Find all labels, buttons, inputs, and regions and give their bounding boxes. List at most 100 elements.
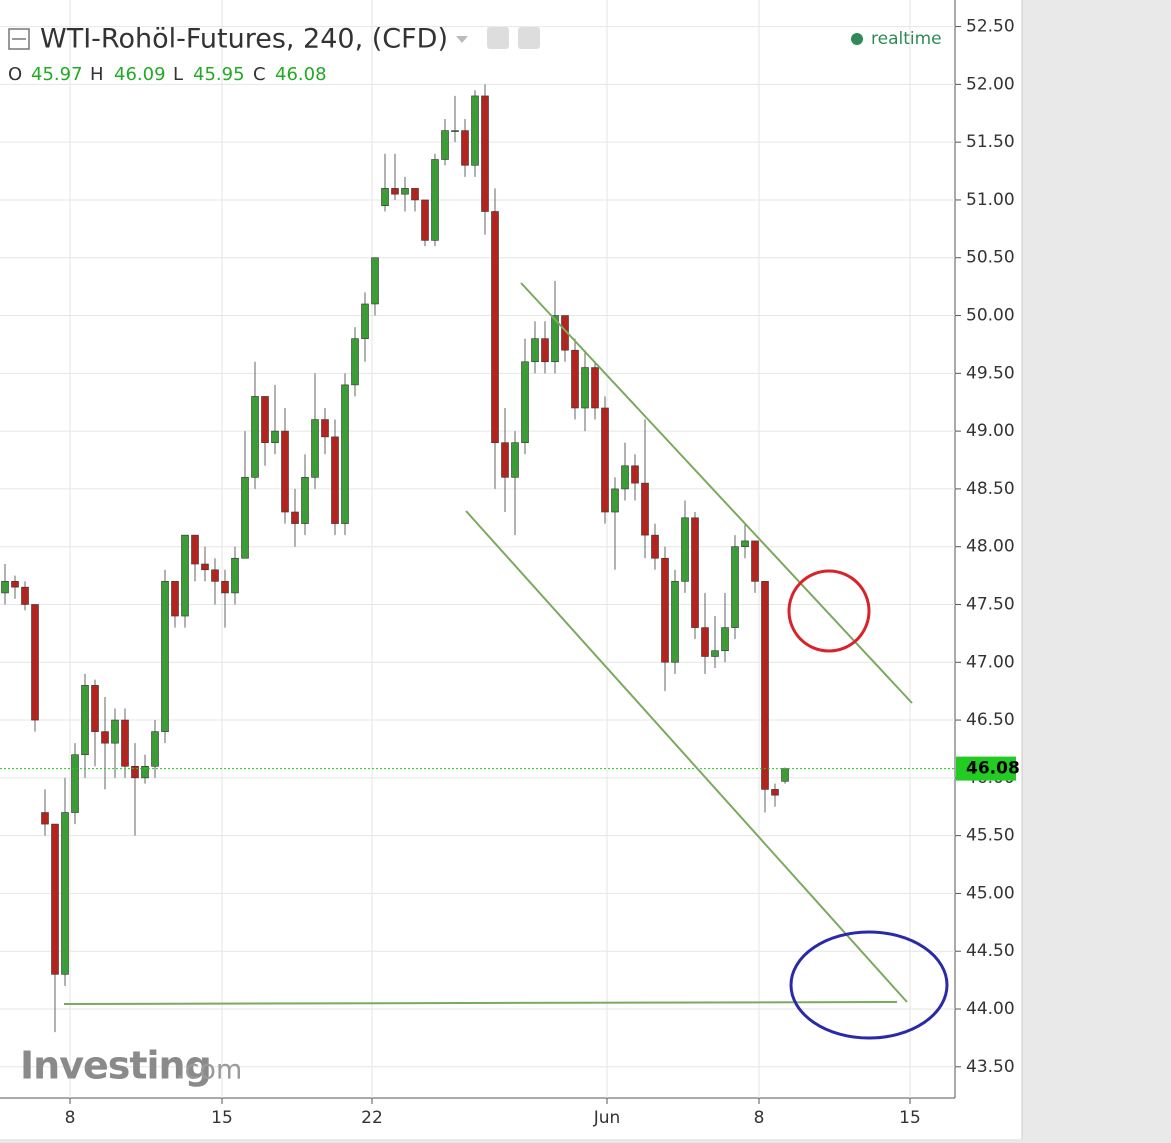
candle-body bbox=[631, 465, 639, 484]
candle-body bbox=[241, 477, 249, 559]
ohlc-value: 45.97 bbox=[31, 64, 83, 85]
candle-body bbox=[31, 604, 39, 721]
y-tick-label: 46.50 bbox=[966, 710, 1015, 730]
y-tick-label: 45.00 bbox=[966, 883, 1015, 903]
candle-body bbox=[51, 823, 59, 975]
y-tick-label: 52.00 bbox=[966, 74, 1015, 94]
x-tick-label: 8 bbox=[754, 1108, 765, 1128]
candle-body bbox=[311, 419, 319, 478]
candle-body bbox=[111, 719, 119, 744]
candle-body bbox=[291, 511, 299, 524]
candle-body bbox=[331, 436, 339, 524]
candle-body bbox=[131, 765, 139, 779]
candle-body bbox=[731, 546, 739, 628]
candle-body bbox=[71, 754, 79, 813]
support-line bbox=[63, 1001, 898, 1005]
candle-body bbox=[411, 188, 419, 201]
candle-body bbox=[191, 534, 199, 565]
candle-body bbox=[261, 396, 269, 443]
ohlc-label: L bbox=[173, 64, 183, 85]
y-tick-label: 50.50 bbox=[966, 248, 1015, 268]
chart-background bbox=[0, 0, 1022, 1139]
ohlc-value: 46.08 bbox=[275, 64, 327, 85]
candle-body bbox=[211, 569, 219, 582]
candle-body bbox=[491, 211, 499, 443]
candle-body bbox=[231, 557, 239, 594]
highlight-circle-red bbox=[787, 569, 871, 653]
dropdown-arrow[interactable] bbox=[456, 36, 468, 43]
y-tick-label: 44.00 bbox=[966, 999, 1015, 1019]
status-dot bbox=[851, 33, 863, 45]
watermark-brand: Investing bbox=[20, 1044, 211, 1088]
candle-body bbox=[531, 338, 539, 363]
candle-body bbox=[501, 442, 509, 478]
candle-body bbox=[351, 338, 359, 386]
candle-body bbox=[541, 338, 549, 363]
y-tick-label: 44.50 bbox=[966, 941, 1015, 961]
x-tick-label: 15 bbox=[899, 1108, 921, 1128]
collapse-icon[interactable] bbox=[8, 28, 30, 50]
x-tick-label: Jun bbox=[593, 1108, 621, 1128]
ohlc-label: C bbox=[253, 64, 266, 85]
y-tick-label: 49.00 bbox=[966, 421, 1015, 441]
candle-body bbox=[101, 731, 109, 744]
candle-body bbox=[321, 419, 329, 438]
candle-body bbox=[121, 719, 129, 767]
x-tick-label: 22 bbox=[361, 1108, 383, 1128]
y-tick-label: 47.50 bbox=[966, 594, 1015, 614]
candle-body bbox=[421, 199, 429, 241]
ohlc-value: 46.09 bbox=[114, 64, 166, 85]
candle-body bbox=[651, 534, 659, 559]
last-price-box bbox=[956, 756, 1016, 781]
candle-body bbox=[141, 765, 149, 779]
candle-body bbox=[681, 517, 689, 582]
candle-body bbox=[661, 557, 669, 663]
candle-body bbox=[551, 315, 559, 363]
ohlc-header: O 45.97 H 46.09 L 45.95 C 46.08 bbox=[8, 64, 327, 85]
candle-body bbox=[171, 581, 179, 617]
ohlc-label: H bbox=[90, 64, 104, 85]
status-label: realtime bbox=[871, 29, 942, 49]
candle-body bbox=[361, 303, 369, 339]
watermark-suffix: .com bbox=[176, 1055, 242, 1086]
candle-body bbox=[441, 130, 449, 160]
candle-body bbox=[281, 430, 289, 513]
candle-body bbox=[751, 540, 759, 582]
candle-body bbox=[431, 159, 439, 241]
candle-body bbox=[151, 731, 159, 767]
ohlc-value: 45.95 bbox=[193, 64, 245, 85]
y-tick-label: 47.00 bbox=[966, 652, 1015, 672]
candle-body bbox=[161, 581, 169, 732]
candle-body bbox=[691, 517, 699, 628]
candle-body bbox=[711, 650, 719, 657]
y-tick-label: 49.50 bbox=[966, 363, 1015, 383]
y-tick-label: 51.00 bbox=[966, 190, 1015, 210]
candle-body bbox=[41, 812, 49, 825]
candle-body bbox=[521, 361, 529, 443]
y-tick-label: 45.50 bbox=[966, 826, 1015, 846]
candle-body bbox=[91, 685, 99, 732]
candle-body bbox=[371, 257, 379, 305]
candle-body bbox=[511, 442, 519, 478]
candle-body bbox=[451, 130, 459, 132]
candle-body bbox=[341, 384, 349, 524]
candle-body bbox=[611, 488, 619, 513]
candle-body bbox=[21, 586, 29, 605]
candle-body bbox=[381, 188, 389, 207]
y-tick-label: 48.50 bbox=[966, 479, 1015, 499]
candle-body bbox=[601, 407, 609, 513]
candle-body bbox=[221, 581, 229, 594]
y-tick-label: 50.00 bbox=[966, 306, 1015, 326]
candle-body bbox=[201, 563, 209, 571]
settings-icon-eye[interactable] bbox=[487, 27, 509, 49]
settings-icon-gear[interactable] bbox=[518, 27, 540, 49]
candle-body bbox=[761, 581, 769, 790]
candle-body bbox=[781, 768, 789, 782]
candle-body bbox=[461, 130, 469, 166]
candle-body bbox=[271, 430, 279, 443]
candle-body bbox=[671, 581, 679, 663]
candle-body bbox=[11, 581, 19, 588]
channel-lower bbox=[465, 510, 908, 1003]
candle-body bbox=[61, 812, 69, 975]
